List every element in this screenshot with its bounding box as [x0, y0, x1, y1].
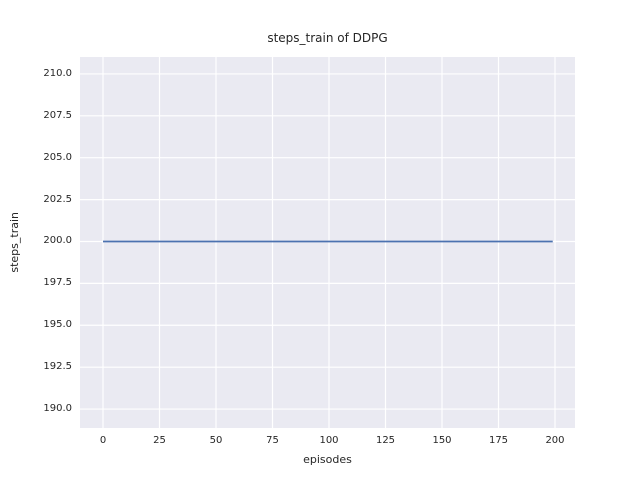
x-tick-label: 25: [153, 435, 166, 446]
y-tick-label: 202.5: [43, 193, 72, 205]
y-tick-label: 192.5: [43, 361, 72, 373]
x-tick-label: 125: [375, 435, 396, 446]
y-tick-label: 195.0: [43, 319, 72, 331]
x-tick-label: 150: [432, 435, 452, 446]
plot-area: [80, 57, 575, 428]
y-tick-label: 207.5: [43, 109, 72, 121]
x-tick-label: 200: [545, 435, 565, 446]
y-tick-label: 210.0: [43, 67, 72, 79]
y-tick-label: 190.0: [43, 403, 72, 415]
y-tick-label: 200.0: [43, 235, 72, 247]
y-tick-label: 205.0: [43, 151, 72, 163]
x-tick-label: 50: [209, 435, 223, 446]
chart-title: steps_train of DDPG: [267, 31, 388, 45]
x-tick-label: 0: [99, 435, 107, 446]
x-axis-label: episodes: [303, 453, 352, 466]
x-tick-label: 100: [319, 435, 339, 446]
plot-canvas: [80, 57, 575, 428]
y-tick-label: 197.5: [43, 277, 72, 289]
x-tick-label: 75: [266, 435, 279, 446]
x-tick-label: 175: [488, 435, 509, 446]
